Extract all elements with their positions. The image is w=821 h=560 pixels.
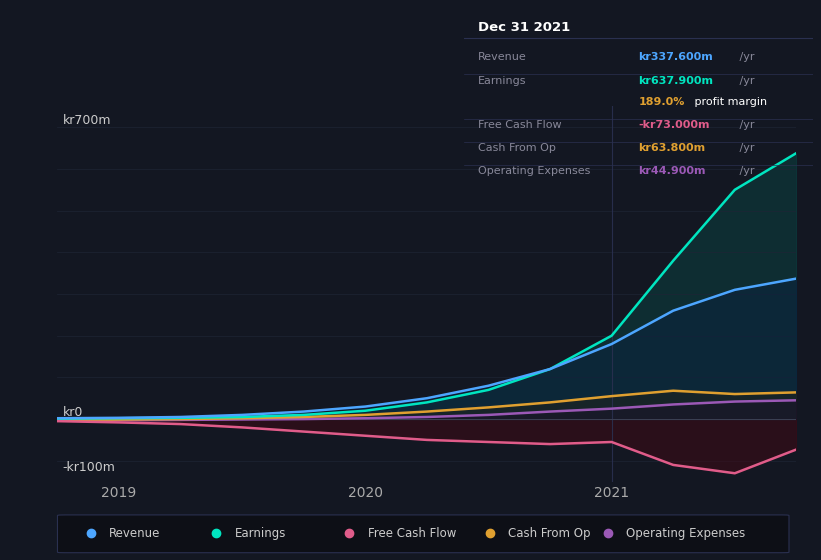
Text: Free Cash Flow: Free Cash Flow: [478, 120, 562, 130]
Text: kr0: kr0: [62, 406, 83, 419]
Text: Earnings: Earnings: [235, 527, 287, 540]
Text: kr337.600m: kr337.600m: [639, 53, 713, 63]
Text: -kr100m: -kr100m: [62, 461, 115, 474]
Text: kr700m: kr700m: [62, 114, 111, 127]
Text: /yr: /yr: [736, 166, 754, 176]
Text: Cash From Op: Cash From Op: [478, 143, 556, 153]
Text: 189.0%: 189.0%: [639, 97, 685, 107]
Text: kr63.800m: kr63.800m: [639, 143, 705, 153]
Text: /yr: /yr: [736, 120, 754, 130]
Text: /yr: /yr: [736, 143, 754, 153]
Text: profit margin: profit margin: [690, 97, 767, 107]
FancyBboxPatch shape: [57, 515, 789, 553]
Text: Cash From Op: Cash From Op: [508, 527, 590, 540]
Text: kr637.900m: kr637.900m: [639, 76, 713, 86]
Text: -kr73.000m: -kr73.000m: [639, 120, 710, 130]
Text: /yr: /yr: [736, 76, 754, 86]
Text: kr44.900m: kr44.900m: [639, 166, 706, 176]
Text: Operating Expenses: Operating Expenses: [626, 527, 745, 540]
Text: Earnings: Earnings: [478, 76, 526, 86]
Text: Dec 31 2021: Dec 31 2021: [478, 21, 570, 34]
Text: Revenue: Revenue: [109, 527, 161, 540]
Text: Free Cash Flow: Free Cash Flow: [368, 527, 456, 540]
Text: Revenue: Revenue: [478, 53, 526, 63]
Text: /yr: /yr: [736, 53, 754, 63]
Text: Operating Expenses: Operating Expenses: [478, 166, 590, 176]
